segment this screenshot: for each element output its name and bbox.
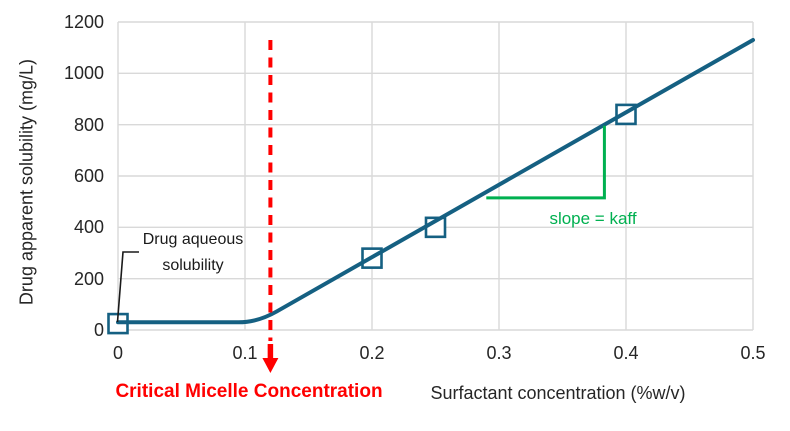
drug-aqueous-solubility-annotation: Drug aqueous solubility <box>142 231 244 274</box>
y-tick-label: 800 <box>73 114 104 135</box>
y-tick-label: 600 <box>73 166 104 186</box>
x-tick-label: 0.2 <box>359 343 385 363</box>
aqueous-callout-line <box>116 251 139 323</box>
x-tick-label: 0.5 <box>740 343 766 363</box>
y-tick-label: 200 <box>73 268 104 289</box>
y-tick-label: 0 <box>93 320 104 340</box>
slope-triangle <box>486 125 606 200</box>
x-tick-label: 0.4 <box>613 343 639 363</box>
solubility-line <box>116 37 755 325</box>
cmc-arrow-head <box>262 358 279 373</box>
x-tick-label: 0.3 <box>486 343 512 363</box>
x-tick-label: 0 <box>112 343 123 363</box>
y-tick-label: 1200 <box>63 12 104 32</box>
x-axis-title: Surfactant concentration (%w/v) <box>430 383 686 403</box>
x-tick-label: 0.1 <box>232 343 258 363</box>
slope-kaff-annotation: slope = kaff <box>549 209 637 228</box>
y-tick-label: 1000 <box>63 63 104 84</box>
y-tick-label: 400 <box>73 217 104 238</box>
critical-micelle-concentration-label: Critical Micelle Concentration <box>115 381 383 402</box>
